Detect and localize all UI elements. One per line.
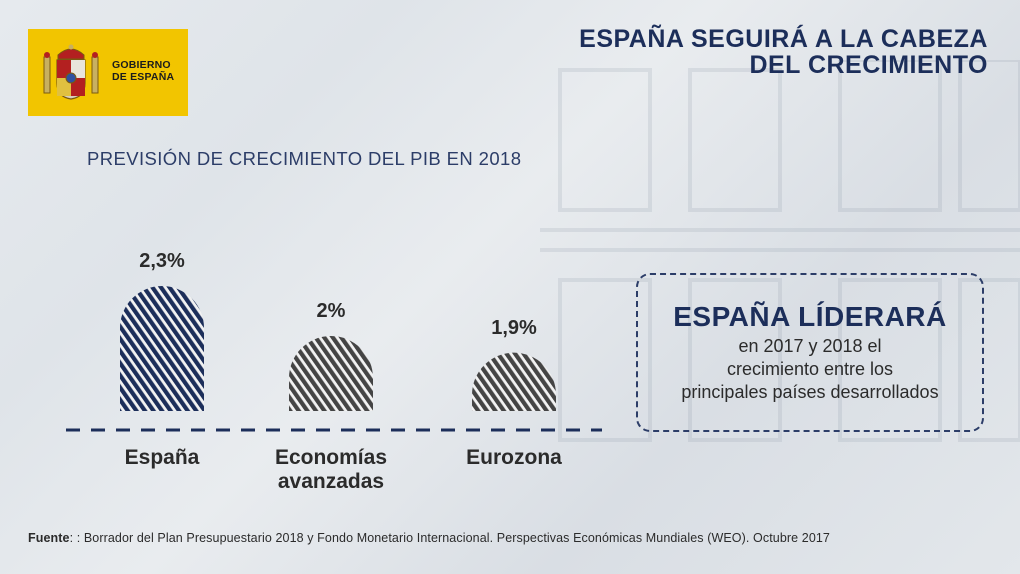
title-line2: DEL CRECIMIENTO: [749, 51, 988, 79]
callout-line1: en 2017 y 2018 el: [738, 336, 882, 356]
source-label: Fuente: [28, 531, 70, 545]
page-title: ESPAÑA SEGUIRÁ A LA CABEZA DEL CRECIMIEN…: [428, 26, 988, 78]
bar-eurozona: [472, 352, 556, 411]
gobierno-logo: GOBIERNO DE ESPAÑA: [28, 29, 188, 116]
category-label-economias-avanzadas: Economías avanzadas: [274, 446, 388, 493]
chart-title: PREVISIÓN DE CRECIMIENTO DEL PIB EN 2018: [87, 148, 522, 169]
value-label-eurozona: 1,9%: [491, 316, 537, 339]
value-label-espana: 2,3%: [139, 250, 185, 272]
title-line1: ESPAÑA SEGUIRÁ A LA CABEZA: [579, 25, 988, 53]
source-note: Fuente: : Borrador del Plan Presupuestar…: [28, 531, 830, 545]
source-text: : : Borrador del Plan Presupuestario 201…: [69, 531, 830, 545]
logo-text-line1: GOBIERNO: [112, 59, 171, 71]
coat-of-arms-icon: [43, 44, 99, 100]
category-label-espana: España: [124, 446, 200, 469]
callout-headline: ESPAÑA LÍDERARÁ: [673, 301, 947, 332]
category-label-eurozona: Eurozona: [466, 446, 562, 469]
bar-espana: [120, 286, 204, 411]
value-label-economias-avanzadas: 2%: [316, 300, 346, 322]
callout-body: en 2017 y 2018 el crecimiento entre los …: [638, 335, 982, 404]
bar-economias-avanzadas: [289, 336, 373, 411]
callout-line3: principales países desarrollados: [681, 382, 939, 402]
callout-line2: crecimiento entre los: [726, 359, 894, 379]
logo-text-line2: DE ESPAÑA: [112, 71, 175, 83]
callout-box: ESPAÑA LÍDERARÁ en 2017 y 2018 el crecim…: [636, 273, 984, 432]
